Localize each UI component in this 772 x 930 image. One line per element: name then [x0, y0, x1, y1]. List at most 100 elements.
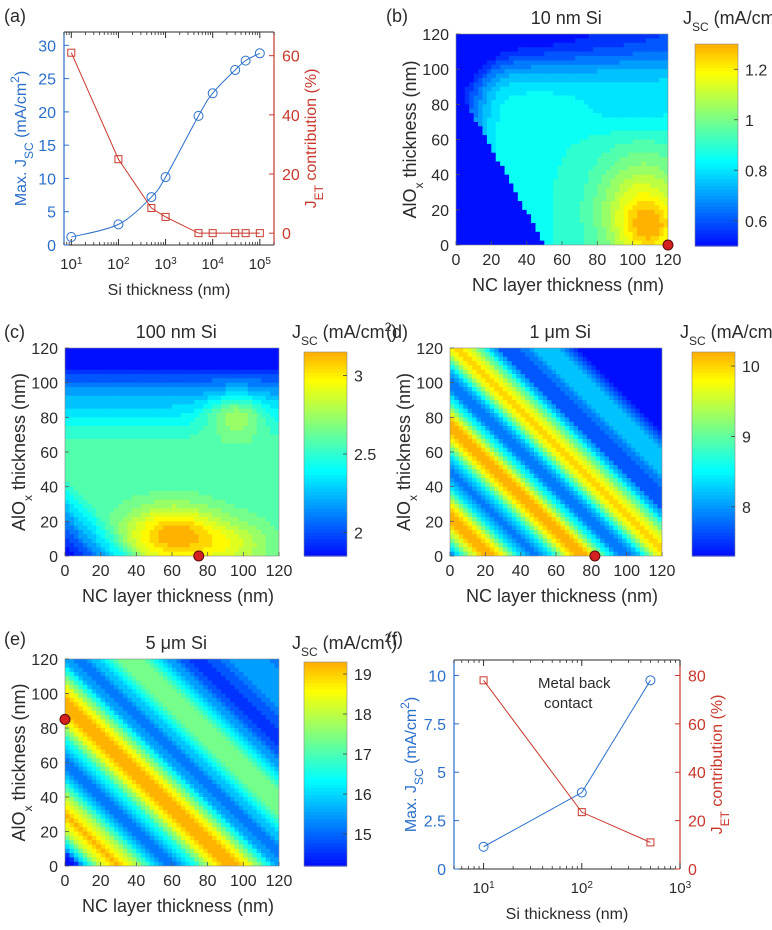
heatmap-cell [522, 108, 528, 114]
heatmap-cell [650, 179, 656, 185]
heatmap-cell [238, 543, 244, 548]
heatmap-cell [122, 499, 129, 505]
heatmap-cell [500, 236, 506, 242]
heatmap-cell [270, 400, 276, 405]
heatmap-cell [136, 504, 142, 509]
heatmap-cell [456, 170, 462, 176]
heatmap-cell [478, 34, 484, 39]
heatmap-cell [557, 135, 563, 141]
heatmap-cell [91, 365, 97, 371]
heatmap-cell [473, 157, 479, 163]
heatmap-cell [91, 382, 97, 388]
heatmap-cell [176, 512, 182, 518]
heatmap-cell [82, 374, 88, 379]
heatmap-cell [566, 73, 572, 79]
heatmap-cell [522, 51, 528, 57]
heatmap-cell [158, 543, 164, 548]
heatmap-cell [216, 499, 222, 505]
heatmap-cell [456, 34, 462, 39]
heatmap-cell [149, 534, 155, 540]
heatmap-cell [118, 491, 124, 496]
heatmap-cell [234, 452, 240, 457]
heatmap-cell [78, 504, 84, 509]
heatmap-cell [131, 387, 137, 392]
heatmap-cell [127, 352, 133, 358]
heatmap-cell [539, 135, 545, 141]
heatmap-cell [65, 465, 71, 470]
heatmap-cell [557, 113, 563, 119]
colorbar-cell [695, 121, 738, 126]
heatmap-cell [225, 491, 231, 496]
heatmap-cell [469, 148, 475, 154]
heatmap-cell [127, 348, 133, 353]
heatmap-cell [172, 551, 178, 556]
heatmap-cell [606, 135, 612, 141]
heatmap-cell [544, 55, 550, 61]
heatmap-cell [645, 170, 651, 176]
heatmap-cell [473, 192, 479, 198]
heatmap-cell [69, 374, 75, 379]
heatmap-cell [562, 69, 568, 75]
heatmap-cell [610, 218, 616, 224]
heatmap-cell [238, 499, 244, 505]
heatmap-cell [517, 218, 523, 224]
heatmap-cell [456, 214, 462, 220]
heatmap-cell [140, 417, 146, 423]
heatmap-cell [69, 517, 75, 522]
heatmap-cell [482, 218, 488, 224]
heatmap-cell [539, 139, 545, 145]
heatmap-cell [522, 55, 528, 61]
heatmap-cell [167, 482, 173, 488]
colorbar-cell [695, 111, 738, 116]
heatmap-cell [632, 192, 638, 198]
heatmap-cell [486, 183, 492, 189]
heatmap-cell [69, 534, 75, 540]
heatmap-cell [535, 113, 541, 119]
heatmap-cell [122, 508, 129, 514]
heatmap-cell [185, 534, 191, 540]
heatmap-cell [198, 352, 204, 358]
heatmap-cell [270, 365, 276, 371]
heatmap-cell [570, 99, 576, 105]
heatmap-cell [189, 352, 195, 358]
heatmap-cell [517, 113, 523, 119]
heatmap-cell [109, 365, 115, 371]
heatmap-cell [252, 447, 258, 453]
heatmap-cell [69, 443, 75, 449]
heatmap-cell [513, 69, 519, 75]
heatmap-cell [645, 91, 651, 97]
heatmap-cell [154, 469, 160, 475]
heatmap-cell [149, 499, 155, 505]
heatmap-cell [645, 99, 651, 105]
heatmap-cell [456, 187, 462, 193]
heatmap-cell [176, 443, 182, 449]
heatmap-cell [172, 465, 178, 470]
heatmap-cell [619, 214, 625, 220]
heatmap-cell [601, 227, 607, 233]
heatmap-cell [194, 521, 200, 527]
heatmap-cell [243, 547, 249, 553]
heatmap-cell [198, 517, 204, 522]
heatmap-cell [557, 95, 563, 101]
heatmap-cell [570, 95, 576, 101]
colorbar-cell [695, 148, 738, 153]
heatmap-cell [127, 456, 133, 462]
heatmap-cell [212, 486, 218, 492]
heatmap-cell [553, 223, 559, 229]
heatmap-cell [105, 517, 111, 522]
heatmap-cell [261, 400, 267, 405]
heatmap-cell [504, 209, 510, 215]
heatmap-cell [513, 174, 519, 180]
heatmap-cell [632, 77, 638, 83]
heatmap-cell [592, 73, 598, 79]
heatmap-cell [127, 473, 133, 479]
colorbar-cell [695, 97, 738, 102]
heatmap-cell [194, 517, 200, 522]
colorbar-cell [695, 155, 738, 160]
heatmap-cell [482, 82, 488, 88]
heatmap-cell [194, 439, 200, 444]
heatmap-cell [105, 361, 111, 366]
heatmap-cell [623, 201, 629, 207]
heatmap-cell [522, 135, 528, 141]
heatmap-cell [486, 108, 492, 114]
